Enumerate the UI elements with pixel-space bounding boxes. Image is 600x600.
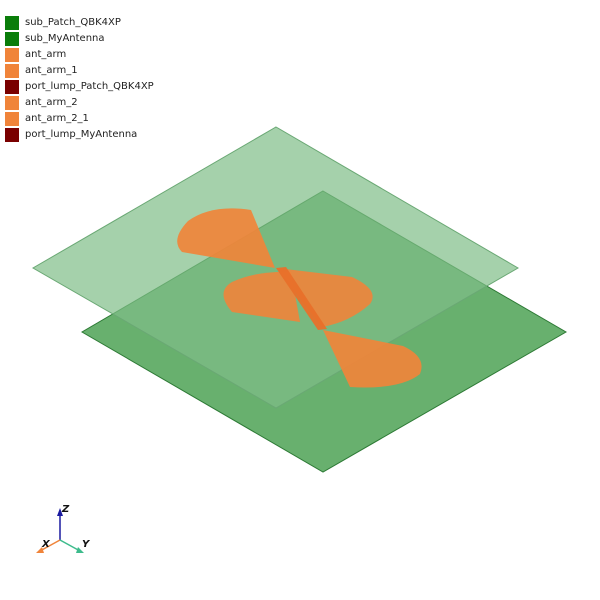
legend-item-port-lump-myantenna[interactable]: port_lump_MyAntenna	[5, 127, 154, 143]
x-axis-label: X	[41, 539, 51, 550]
legend-swatch	[5, 64, 19, 78]
legend-swatch	[5, 112, 19, 126]
antenna-feed	[276, 267, 327, 330]
y-axis	[59, 539, 81, 552]
antenna-arm-lower	[323, 330, 422, 388]
legend-label: ant_arm_2_1	[25, 113, 89, 124]
legend-label: ant_arm_2	[25, 97, 78, 108]
legend-swatch	[5, 16, 19, 30]
legend-label: sub_Patch_QBK4XP	[25, 17, 121, 28]
antenna-arm-upper	[177, 208, 275, 268]
antenna-arm-center-right	[277, 268, 373, 327]
legend: sub_Patch_QBK4XP sub_MyAntenna ant_arm a…	[5, 15, 154, 143]
legend-swatch	[5, 128, 19, 142]
legend-swatch	[5, 48, 19, 62]
legend-item-port-lump-patch[interactable]: port_lump_Patch_QBK4XP	[5, 79, 154, 95]
x-axis-arrow	[36, 547, 44, 553]
legend-item-ant-arm-1[interactable]: ant_arm_1	[5, 63, 154, 79]
legend-swatch	[5, 32, 19, 46]
legend-label: sub_MyAntenna	[25, 33, 105, 44]
x-axis	[39, 539, 61, 552]
axes-triad: Z X Y	[36, 504, 91, 553]
antenna-arm-center-left	[223, 271, 300, 322]
legend-swatch	[5, 80, 19, 94]
z-axis-label: Z	[61, 504, 70, 515]
legend-item-sub-myantenna[interactable]: sub_MyAntenna	[5, 31, 154, 47]
legend-item-ant-arm[interactable]: ant_arm	[5, 47, 154, 63]
legend-item-ant-arm-2[interactable]: ant_arm_2	[5, 95, 154, 111]
legend-label: port_lump_MyAntenna	[25, 129, 138, 140]
legend-label: port_lump_Patch_QBK4XP	[25, 81, 154, 92]
legend-item-sub-patch[interactable]: sub_Patch_QBK4XP	[5, 15, 154, 31]
legend-label: ant_arm	[25, 49, 67, 60]
legend-item-ant-arm-2-1[interactable]: ant_arm_2_1	[5, 111, 154, 127]
legend-label: ant_arm_1	[25, 65, 78, 76]
z-axis-arrow	[57, 508, 63, 516]
legend-swatch	[5, 96, 19, 110]
y-axis-label: Y	[82, 539, 91, 550]
substrate-top	[32, 126, 519, 409]
y-axis-arrow	[76, 547, 84, 553]
